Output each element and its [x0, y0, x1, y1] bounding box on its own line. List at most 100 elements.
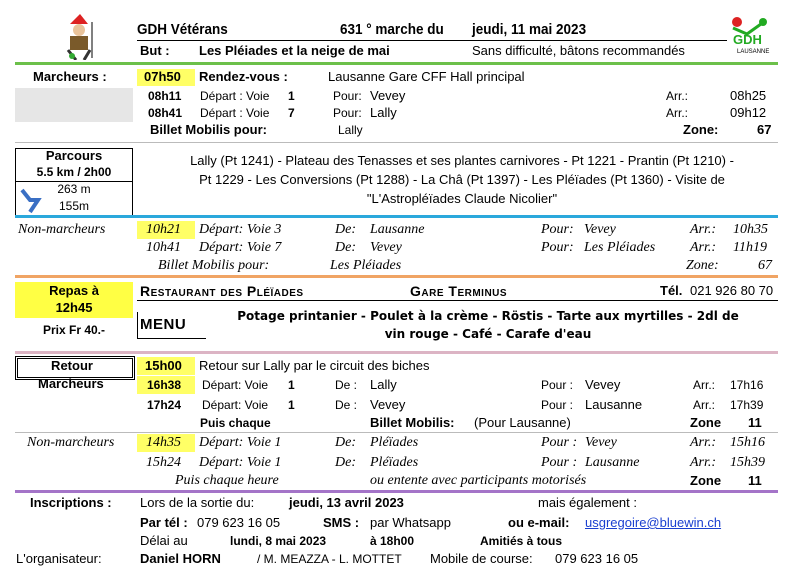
tel: 079 623 16 05	[555, 551, 639, 566]
label: ou e-mail:	[508, 515, 570, 530]
time: 07h50	[144, 69, 181, 84]
value: par Whatsapp	[370, 515, 451, 530]
train-cell: 17h39	[730, 398, 764, 412]
label: SMS :	[323, 515, 360, 530]
goal: Les Pléiades et la neige de mai	[199, 43, 390, 58]
train-cell: Pour:	[541, 240, 574, 255]
greeting: Amitiés à tous	[480, 534, 563, 548]
label: Marcheurs	[38, 376, 104, 391]
email[interactable]: usgregoire@bluewin.ch	[585, 515, 722, 530]
label: Marcheurs :	[33, 69, 107, 84]
event: 631 ° marche du	[340, 21, 444, 38]
train-cell: Arr.:	[690, 222, 717, 237]
value: 11	[748, 473, 762, 488]
label: Mobile de course:	[430, 551, 533, 566]
restaurant: Restaurant des Pléïades	[140, 283, 304, 299]
label: But :	[140, 43, 170, 58]
train-cell: 17h24	[147, 398, 182, 412]
train-cell: Pour:	[333, 106, 362, 120]
train-cell: Arr.:	[666, 89, 689, 103]
frequency: Puis chaque	[200, 416, 271, 430]
train-cell: Départ: Voie 3	[199, 222, 282, 237]
label: MENU	[140, 316, 187, 333]
train-cell: De:	[335, 240, 356, 255]
value: 67	[758, 258, 772, 273]
logo-icon	[732, 17, 767, 36]
note: Sans difficulté, bâtons recommandés	[472, 43, 685, 58]
train-cell: Pour :	[541, 398, 574, 412]
tel: 021 926 80 70	[690, 283, 774, 298]
logo-icon	[66, 14, 93, 61]
separator	[137, 300, 778, 301]
train-cell: Lally	[370, 105, 397, 120]
date: jeudi, 11 mai 2023	[472, 21, 587, 38]
train-cell: Vevey	[370, 240, 402, 255]
train-cell: Arr.:	[693, 398, 716, 412]
train-cell: Départ: Voie	[202, 378, 269, 392]
label: Billet Mobilis pour:	[158, 258, 270, 273]
route-line: "L'Astropléïades Claude Nicolier"	[366, 191, 558, 206]
train-cell: Arr.:	[666, 106, 689, 120]
value: 11	[748, 415, 762, 430]
train-cell: Lausanne	[585, 397, 643, 412]
separator	[15, 62, 778, 65]
train-cell: 08h41	[148, 106, 183, 120]
highlight	[137, 69, 195, 86]
separator	[137, 40, 727, 41]
highlight	[15, 282, 133, 318]
menu-line: vin rouge - Café - Carafe d'eau	[384, 327, 592, 341]
train-cell: 10h41	[146, 240, 181, 255]
label: Rendez-vous :	[199, 69, 288, 84]
label: Zone	[690, 473, 722, 488]
train-cell: Départ : Voie	[200, 89, 270, 103]
train-cell: 15h16	[730, 435, 765, 450]
train-cell: Départ: Voie 1	[199, 435, 282, 450]
logo-sub: LAUSANNE	[737, 49, 770, 55]
train-cell: 15h24	[146, 455, 181, 470]
date: lundi, 8 mai 2023	[230, 534, 327, 548]
train-cell: Lausanne	[585, 455, 640, 470]
train-cell: 09h12	[730, 105, 767, 120]
train-cell: Arr.:	[693, 378, 716, 392]
train-cell: Arr.:	[690, 240, 717, 255]
text: mais également :	[538, 495, 637, 510]
label: Zone:	[683, 122, 719, 137]
text: Lors de la sortie du:	[140, 495, 255, 510]
train-cell: Pléïades	[370, 455, 419, 470]
train-cell: Lausanne	[370, 222, 425, 237]
value: 67	[757, 122, 772, 137]
menu-line: Potage printanier - Poulet à la crème - …	[237, 309, 739, 323]
names: / M. MEAZZA - L. MOTTET	[257, 552, 402, 566]
train-cell: 08h25	[730, 88, 767, 103]
train-cell: Départ: Voie 1	[199, 455, 282, 470]
org: GDH Vétérans	[137, 21, 228, 38]
label: Parcours	[45, 148, 103, 163]
highlight	[137, 376, 195, 394]
label: Zone:	[686, 258, 719, 273]
train-cell: 7	[288, 106, 295, 120]
train-cell: 15h39	[730, 455, 765, 470]
label: Non-marcheurs	[27, 435, 115, 450]
separator	[15, 432, 778, 433]
label: Inscriptions :	[30, 495, 112, 510]
address: Gare Terminus	[410, 283, 508, 299]
label: Repas à	[49, 283, 99, 298]
name: Daniel HORN	[140, 551, 221, 566]
label: Zone	[690, 415, 722, 430]
train-cell: Pour :	[541, 455, 578, 470]
separator	[15, 351, 778, 354]
price: Prix Fr 40.-	[42, 323, 106, 337]
value: (Pour Lausanne)	[474, 415, 571, 430]
train-cell: Arr.:	[690, 435, 717, 450]
gray-box	[15, 88, 133, 122]
train-cell: De:	[335, 455, 356, 470]
highlight	[137, 434, 195, 452]
tel: 079 623 16 05	[197, 515, 281, 530]
train-cell: Vevey	[370, 88, 406, 103]
logo-left	[62, 14, 98, 61]
route-inner	[15, 181, 132, 182]
train-cell: 1	[288, 89, 295, 103]
train-cell: 16h38	[147, 378, 182, 392]
train-cell: Vevey	[585, 377, 621, 392]
